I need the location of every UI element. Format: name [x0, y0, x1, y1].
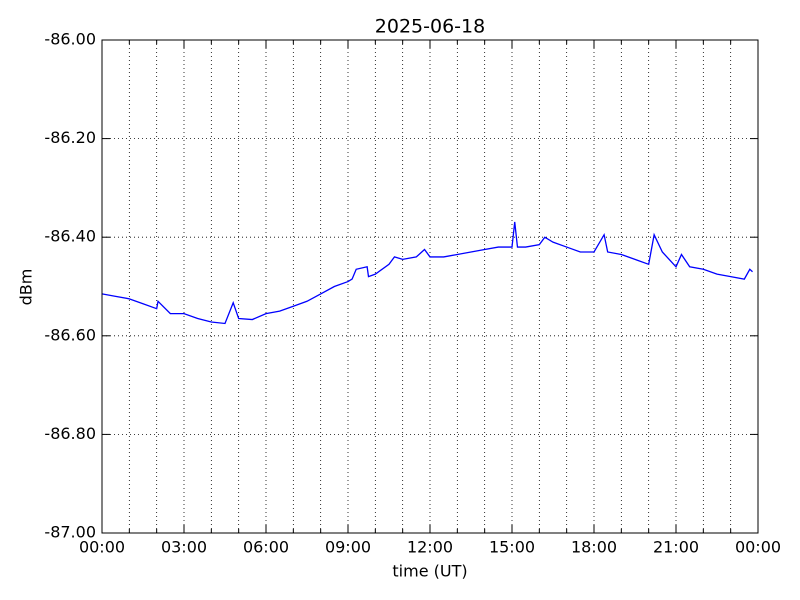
data-line — [101, 221, 753, 325]
x-tick-label: 03:00 — [161, 538, 207, 557]
y-tick-label: -86.20 — [44, 128, 96, 147]
plot-frame — [101, 39, 759, 534]
x-tick-label: 15:00 — [489, 538, 535, 557]
x-tick-label: 09:00 — [325, 538, 371, 557]
x-tick-label: 00:00 — [79, 538, 125, 557]
x-tick-label: 00:00 — [735, 538, 781, 557]
y-tick-label: -87.00 — [44, 523, 96, 542]
y-tick-label: -86.60 — [44, 325, 96, 344]
x-axis-label: time (UT) — [392, 562, 467, 581]
x-tick-label: 12:00 — [407, 538, 453, 557]
chart-title: 2025-06-18 — [375, 16, 485, 38]
x-tick-label: 18:00 — [571, 538, 617, 557]
y-tick-label: -86.00 — [44, 30, 96, 49]
y-axis-label: dBm — [17, 269, 36, 306]
x-tick-label: 21:00 — [653, 538, 699, 557]
y-tick-label: -86.80 — [44, 424, 96, 443]
y-tick-label: -86.40 — [44, 227, 96, 246]
x-tick-label: 06:00 — [243, 538, 289, 557]
